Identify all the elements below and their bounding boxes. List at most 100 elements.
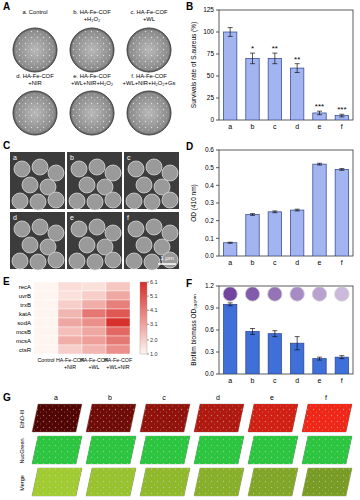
error-bar: [228, 28, 233, 37]
bacterium: [105, 192, 121, 208]
heat-cell: [82, 345, 106, 354]
row-label: trxB: [20, 302, 31, 308]
dish-label: d. HA-Fe-COF+NIR: [16, 73, 54, 86]
y-tick-label: 0.1: [205, 235, 214, 242]
bacterium: [144, 254, 160, 270]
heat-cell: [106, 291, 130, 300]
stain: [140, 436, 190, 464]
label-line: +NIR: [64, 364, 76, 370]
texture: [248, 436, 298, 464]
y-tick-label: 0.3: [205, 199, 214, 206]
bacterium: [48, 252, 64, 268]
x-tick-label: a: [228, 123, 232, 130]
color-tick-label: 1.0: [150, 351, 158, 357]
heat-cell: [58, 291, 82, 300]
heat-cell: [58, 309, 82, 318]
bacterium: [69, 253, 85, 269]
bacterium: [48, 225, 64, 241]
fluorescence-image: [302, 404, 352, 432]
significance: *: [251, 44, 254, 53]
fluorescence-image: [248, 468, 298, 496]
heat-cell: [34, 345, 58, 354]
x-tick-label: b: [251, 123, 255, 130]
texture: [194, 404, 244, 432]
label-line: c. HA-Fe-COF: [130, 9, 167, 15]
y-tick-label: 125: [203, 6, 214, 13]
heat-cell: [58, 327, 82, 336]
bacterium: [12, 253, 28, 269]
texture: [140, 468, 190, 496]
column-label: c: [162, 394, 166, 401]
heat-cell: [82, 327, 106, 336]
fluorescence-image: [194, 404, 244, 432]
y-tick: [216, 352, 219, 353]
y-tick-label: 0.5: [205, 164, 214, 171]
bacterium: [105, 225, 121, 241]
y-tick-label: 50: [207, 72, 215, 79]
heat-cell: [82, 291, 106, 300]
texture: [86, 468, 136, 496]
bar: [246, 331, 259, 374]
y-axis-label: OD (410 nm): [190, 184, 198, 222]
well: [335, 287, 349, 301]
label-line: HA-Fe-COF: [104, 357, 133, 363]
stain: [248, 468, 298, 496]
petri-dish: [70, 28, 114, 72]
color-tick-label: 3.1: [150, 321, 158, 327]
color-tick: [147, 339, 149, 340]
row-label: EthD-III: [19, 409, 25, 428]
panel-label: C: [3, 140, 10, 151]
bacterium: [87, 254, 103, 270]
bacterium: [69, 193, 85, 209]
x-tick-label: d: [295, 259, 299, 266]
heat-cell: [34, 309, 58, 318]
error-bar: [250, 214, 255, 216]
error-bar: [339, 169, 344, 171]
label-line: +WL+NIR: [106, 364, 129, 370]
bar: [223, 243, 236, 256]
bacterium: [79, 237, 95, 253]
plot-frame: [219, 10, 353, 120]
heat-cell: [82, 336, 106, 345]
stain: [140, 404, 190, 432]
color-tick-label: 6.1: [150, 279, 158, 285]
heat-cell: [106, 318, 130, 327]
label-line: d. HA-Fe-COF: [16, 73, 54, 79]
stain: [248, 436, 298, 464]
sem-image: [124, 152, 179, 209]
texture: [302, 404, 352, 432]
label-line: +WL+NIR+H₂O₂: [71, 80, 113, 86]
texture: [32, 404, 82, 432]
texture: [302, 436, 352, 464]
stain: [194, 468, 244, 496]
colonies: [129, 93, 169, 133]
y-tick: [216, 98, 219, 99]
heat-cell: [34, 327, 58, 336]
well: [290, 287, 304, 301]
heat-cell: [106, 345, 130, 354]
bacterium: [144, 194, 160, 210]
texture: [86, 436, 136, 464]
image-label: c: [127, 154, 131, 161]
label-line: +WL: [88, 364, 99, 370]
image-label: d: [13, 214, 17, 221]
bar: [268, 212, 281, 256]
x-tick-label: b: [251, 377, 255, 384]
x-tick-label: f: [341, 377, 343, 384]
bar: [313, 359, 326, 374]
bacterium: [89, 219, 105, 235]
color-tick-label: 2.0: [150, 337, 158, 343]
error-bar: [228, 303, 233, 306]
y-tick: [216, 308, 219, 309]
texture: [248, 404, 298, 432]
bacterium: [89, 159, 105, 175]
y-tick-label: 0.0: [205, 370, 214, 377]
x-tick-label: c: [273, 259, 277, 266]
texture: [86, 404, 136, 432]
x-tick-label: e: [318, 259, 322, 266]
y-tick: [216, 203, 219, 204]
bacterium: [12, 193, 28, 209]
y-axis-label: Survivals rate of S.aureus (%): [190, 22, 198, 108]
heat-cell: [34, 318, 58, 327]
y-tick: [216, 374, 219, 375]
